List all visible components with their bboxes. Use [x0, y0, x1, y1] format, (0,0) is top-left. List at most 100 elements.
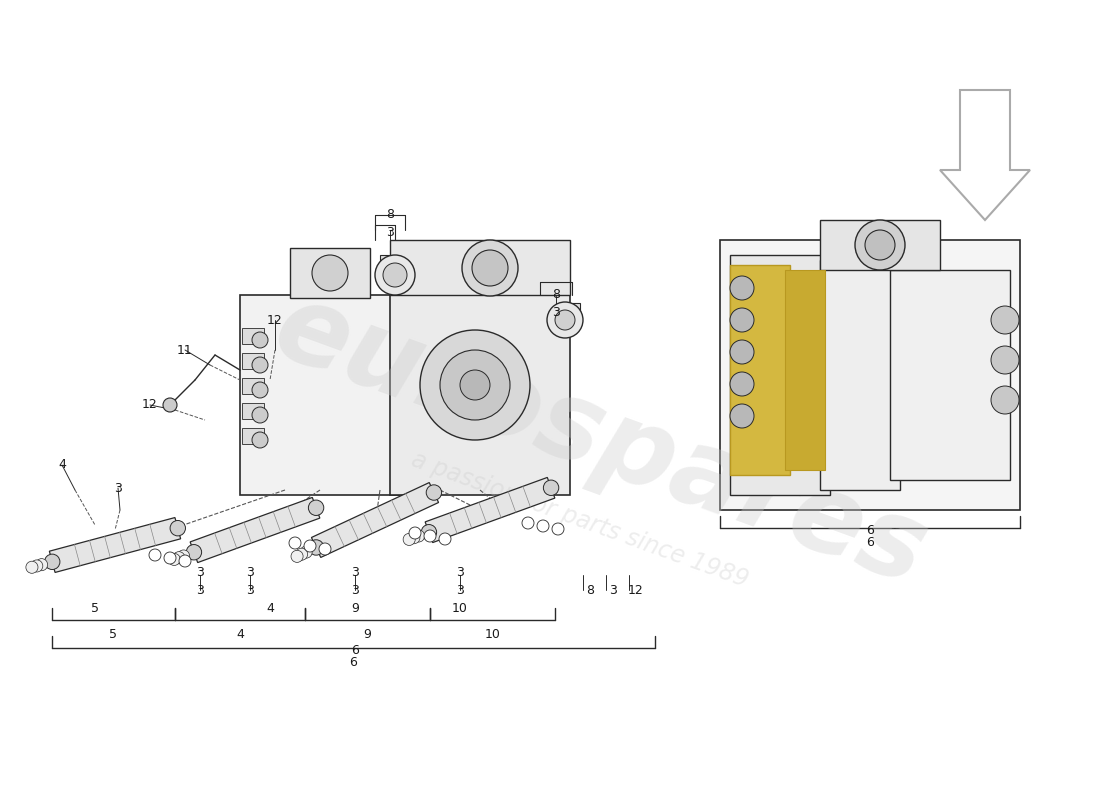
- Text: 6: 6: [350, 657, 358, 670]
- Circle shape: [308, 540, 323, 555]
- Text: 3: 3: [609, 583, 617, 597]
- Bar: [550, 303, 580, 313]
- Bar: [890, 270, 1010, 480]
- Text: 3: 3: [351, 566, 359, 579]
- Circle shape: [537, 520, 549, 532]
- Circle shape: [173, 552, 185, 564]
- Circle shape: [319, 543, 331, 555]
- Circle shape: [409, 527, 421, 539]
- Circle shape: [543, 480, 559, 495]
- Circle shape: [35, 558, 47, 570]
- Text: 3: 3: [456, 583, 464, 597]
- Circle shape: [408, 532, 420, 544]
- Circle shape: [300, 546, 312, 558]
- Bar: [730, 265, 790, 475]
- Circle shape: [412, 530, 425, 542]
- Text: 12: 12: [628, 583, 643, 597]
- Text: 8: 8: [586, 583, 594, 597]
- Circle shape: [168, 554, 180, 566]
- Text: 9: 9: [351, 602, 359, 614]
- Circle shape: [424, 530, 436, 542]
- Bar: [242, 353, 264, 369]
- Circle shape: [460, 370, 490, 400]
- Text: 3: 3: [456, 566, 464, 579]
- Text: 5: 5: [91, 602, 99, 614]
- Text: a passion for parts since 1989: a passion for parts since 1989: [408, 448, 751, 592]
- Bar: [242, 403, 264, 419]
- Circle shape: [865, 230, 895, 260]
- Circle shape: [426, 485, 441, 500]
- Circle shape: [421, 525, 437, 540]
- Bar: [242, 328, 264, 344]
- Circle shape: [522, 517, 534, 529]
- Text: eurospares: eurospares: [260, 273, 940, 607]
- Circle shape: [991, 346, 1019, 374]
- Circle shape: [440, 350, 510, 420]
- Circle shape: [252, 432, 268, 448]
- Text: 6: 6: [351, 643, 359, 657]
- Text: 4: 4: [236, 629, 244, 642]
- Circle shape: [375, 255, 415, 295]
- Bar: [240, 295, 400, 495]
- Circle shape: [252, 407, 268, 423]
- Text: 5: 5: [110, 629, 118, 642]
- Circle shape: [439, 533, 451, 545]
- Text: 4: 4: [266, 602, 274, 614]
- Circle shape: [420, 330, 530, 440]
- Circle shape: [547, 302, 583, 338]
- Text: 3: 3: [351, 583, 359, 597]
- Circle shape: [163, 398, 177, 412]
- Text: 3: 3: [246, 583, 254, 597]
- Circle shape: [252, 332, 268, 348]
- Text: 3: 3: [552, 306, 560, 318]
- Circle shape: [170, 521, 186, 536]
- Bar: [390, 290, 570, 495]
- Circle shape: [148, 549, 161, 561]
- Circle shape: [730, 308, 754, 332]
- Text: 8: 8: [386, 209, 394, 222]
- Bar: [290, 248, 370, 298]
- Text: 9: 9: [364, 629, 372, 642]
- Text: 6: 6: [866, 537, 873, 550]
- Text: 10: 10: [452, 602, 468, 614]
- Text: 10: 10: [485, 629, 501, 642]
- Bar: [730, 255, 830, 495]
- Circle shape: [252, 357, 268, 373]
- Bar: [785, 270, 825, 470]
- Circle shape: [44, 554, 59, 570]
- Circle shape: [304, 540, 316, 552]
- Circle shape: [383, 263, 407, 287]
- Circle shape: [403, 534, 415, 546]
- Circle shape: [730, 276, 754, 300]
- Text: 3: 3: [196, 566, 204, 579]
- Circle shape: [312, 255, 348, 291]
- Text: 3: 3: [386, 226, 394, 238]
- Bar: [820, 260, 900, 490]
- Polygon shape: [426, 478, 554, 542]
- Bar: [242, 378, 264, 394]
- Circle shape: [730, 404, 754, 428]
- Circle shape: [26, 562, 39, 574]
- Circle shape: [164, 552, 176, 564]
- Circle shape: [556, 310, 575, 330]
- Circle shape: [186, 545, 201, 560]
- Text: 3: 3: [246, 566, 254, 579]
- Circle shape: [855, 220, 905, 270]
- Circle shape: [292, 550, 304, 562]
- Bar: [242, 428, 264, 444]
- Circle shape: [991, 306, 1019, 334]
- Text: 3: 3: [196, 583, 204, 597]
- Text: 3: 3: [114, 482, 122, 494]
- Circle shape: [289, 537, 301, 549]
- Text: 8: 8: [552, 289, 560, 302]
- Circle shape: [177, 550, 189, 562]
- Circle shape: [296, 548, 308, 560]
- Circle shape: [252, 382, 268, 398]
- Polygon shape: [50, 518, 180, 573]
- Bar: [820, 220, 940, 270]
- Circle shape: [179, 555, 191, 567]
- Bar: [379, 255, 410, 267]
- Text: 4: 4: [58, 458, 66, 471]
- Circle shape: [31, 560, 43, 572]
- Circle shape: [730, 340, 754, 364]
